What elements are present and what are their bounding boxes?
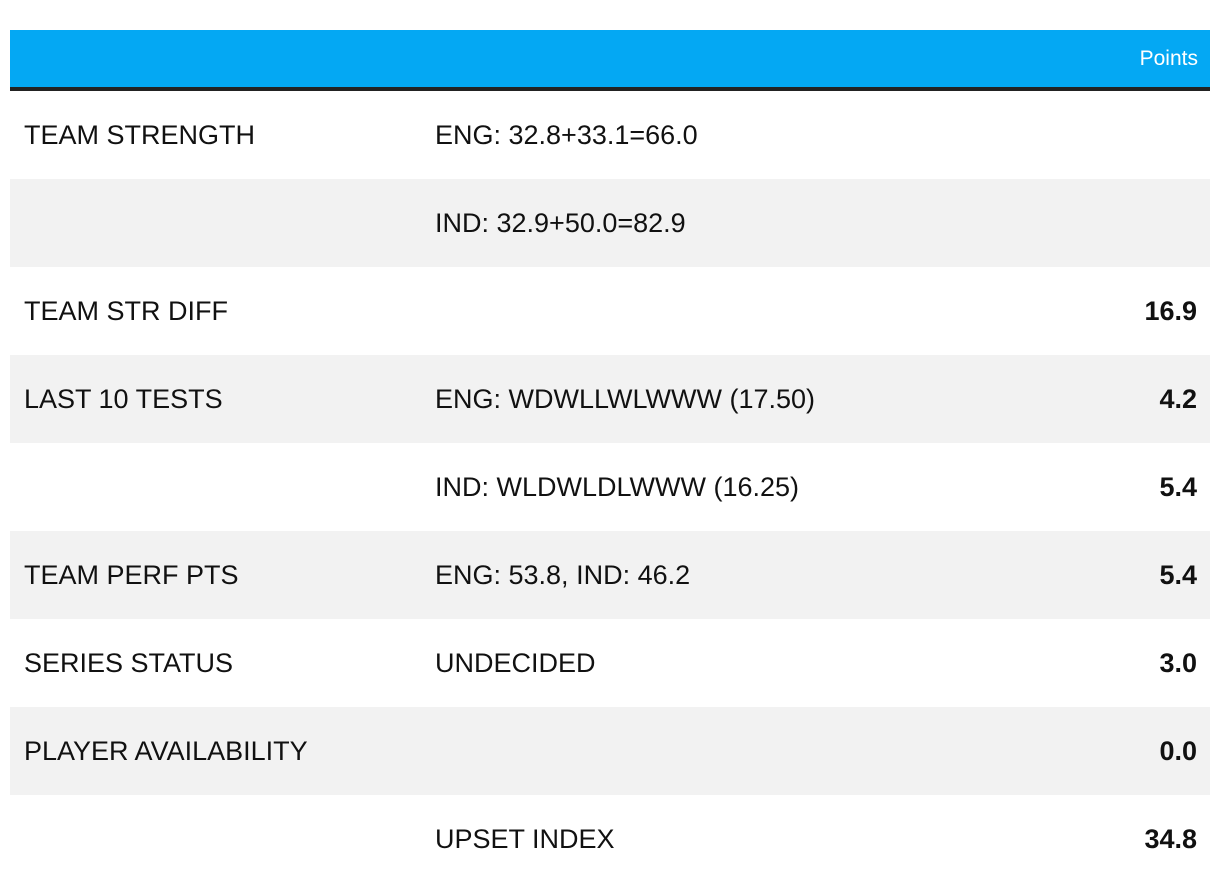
table-row: TEAM STRENGTH ENG: 32.8+33.1=66.0 xyxy=(10,91,1210,179)
row-detail: ENG: WDWLLWLWWW (17.50) xyxy=(435,383,816,414)
row-points: 5.4 xyxy=(1159,559,1197,590)
table-row-total: UPSET INDEX 34.8 xyxy=(10,795,1210,883)
row-label: TEAM STR DIFF xyxy=(24,295,228,326)
table-row: TEAM PERF PTS ENG: 53.8, IND: 46.2 5.4 xyxy=(10,531,1210,619)
row-label: LAST 10 TESTS xyxy=(24,383,223,414)
row-points: 3.0 xyxy=(1159,647,1197,678)
table-row: IND: 32.9+50.0=82.9 xyxy=(10,179,1210,267)
table-row: SERIES STATUS UNDECIDED 3.0 xyxy=(10,619,1210,707)
points-column-header: Points xyxy=(1139,46,1198,70)
row-label: TEAM STRENGTH xyxy=(24,119,256,150)
upset-index-table: Points TEAM STRENGTH ENG: 32.8+33.1=66.0… xyxy=(10,30,1210,883)
table-header: Points xyxy=(10,30,1210,91)
row-points: 5.4 xyxy=(1159,471,1197,502)
upset-index-value: 34.8 xyxy=(1144,823,1197,854)
row-detail: IND: 32.9+50.0=82.9 xyxy=(435,207,686,238)
row-label: SERIES STATUS xyxy=(24,647,234,678)
table-row: IND: WLDWLDLWWW (16.25) 5.4 xyxy=(10,443,1210,531)
row-detail: UNDECIDED xyxy=(435,647,596,678)
row-detail: ENG: 53.8, IND: 46.2 xyxy=(435,559,691,590)
table-row: TEAM STR DIFF 16.9 xyxy=(10,267,1210,355)
table-row: PLAYER AVAILABILITY 0.0 xyxy=(10,707,1210,795)
row-points: 16.9 xyxy=(1144,295,1197,326)
row-detail: ENG: 32.8+33.1=66.0 xyxy=(435,119,698,150)
row-points: 4.2 xyxy=(1159,383,1197,414)
upset-index-label: UPSET INDEX xyxy=(435,823,615,854)
row-label: TEAM PERF PTS xyxy=(24,559,239,590)
row-label: PLAYER AVAILABILITY xyxy=(24,735,308,766)
table-row: LAST 10 TESTS ENG: WDWLLWLWWW (17.50) 4.… xyxy=(10,355,1210,443)
row-points: 0.0 xyxy=(1159,735,1197,766)
row-detail: IND: WLDWLDLWWW (16.25) xyxy=(435,471,800,502)
